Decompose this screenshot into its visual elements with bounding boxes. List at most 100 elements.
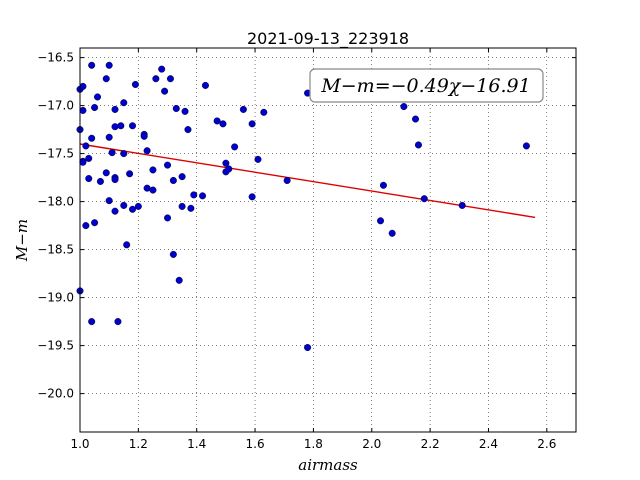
data-point: [126, 170, 134, 178]
y-tick-label: −18.5: [37, 243, 74, 257]
data-point: [105, 197, 113, 205]
data-point: [111, 105, 119, 113]
x-tick-label: 1.8: [304, 437, 323, 451]
data-point: [231, 143, 239, 151]
data-point: [164, 161, 172, 169]
x-tick-label: 2.2: [421, 437, 440, 451]
data-point: [458, 201, 466, 209]
data-point: [169, 176, 177, 184]
data-point: [131, 80, 139, 88]
y-tick-label: −19.0: [37, 291, 74, 305]
data-point: [96, 177, 104, 185]
x-tick-label: 1.4: [187, 437, 206, 451]
data-point: [102, 75, 110, 83]
data-point: [88, 318, 96, 326]
data-point: [111, 207, 119, 215]
data-point: [152, 75, 160, 83]
data-point: [222, 159, 230, 167]
data-point: [108, 149, 116, 157]
data-point: [120, 201, 128, 209]
axes: 1.0 1.2 1.4 1.6 1.8 2.0 2.2 2.4 2.6 −16.5 −17.0 −17…: [37, 47, 577, 451]
data-point: [140, 132, 148, 140]
data-point: [79, 158, 87, 166]
data-point: [164, 214, 172, 222]
data-point: [201, 81, 209, 89]
data-point: [260, 108, 268, 116]
data-point: [181, 107, 189, 115]
data-point: [85, 154, 93, 162]
data-point: [82, 142, 90, 150]
data-point: [225, 165, 233, 173]
data-point: [114, 318, 122, 326]
data-point: [414, 141, 422, 149]
x-tick-label: 1.6: [246, 437, 265, 451]
data-point: [239, 105, 247, 113]
data-point: [102, 169, 110, 177]
data-point: [420, 195, 428, 203]
y-tick-label: −20.0: [37, 387, 74, 401]
data-point: [91, 104, 99, 112]
data-point: [94, 93, 102, 101]
data-point: [400, 103, 408, 111]
data-point: [175, 276, 183, 284]
data-point: [158, 65, 166, 73]
y-tick-label: −16.5: [37, 51, 74, 65]
scatter-points: [76, 61, 530, 352]
x-axis-label: airmass: [298, 456, 358, 474]
x-tick-label: 1.2: [129, 437, 148, 451]
data-point: [199, 192, 207, 200]
data-point: [88, 61, 96, 69]
data-point: [187, 204, 195, 212]
data-point: [213, 117, 221, 125]
x-tick-label: 2.6: [537, 437, 556, 451]
data-point: [304, 344, 312, 352]
equation-annotation: M−m=−0.49χ−16.91: [309, 68, 544, 103]
y-tick-label: −17.0: [37, 99, 74, 113]
y-tick-label: −17.5: [37, 147, 74, 161]
data-point: [522, 142, 530, 150]
data-point: [79, 106, 87, 114]
data-point: [219, 120, 227, 128]
data-point: [91, 219, 99, 227]
data-point: [379, 181, 387, 189]
data-point: [184, 126, 192, 134]
data-point: [178, 202, 186, 210]
data-point: [149, 186, 157, 194]
data-point: [388, 229, 396, 237]
equation-text: M−m=−0.49χ−16.91: [320, 75, 530, 97]
y-tick-label: −18.0: [37, 195, 74, 209]
data-point: [248, 120, 256, 128]
data-point: [254, 155, 262, 163]
data-point: [169, 250, 177, 258]
y-axis-label: M−m: [13, 219, 31, 262]
data-point: [123, 241, 131, 249]
data-point: [105, 61, 113, 69]
y-tick-label: −19.5: [37, 339, 74, 353]
x-tick-label: 1.0: [70, 437, 89, 451]
data-point: [143, 184, 151, 192]
data-point: [82, 222, 90, 230]
data-point: [129, 122, 137, 130]
x-tick-label: 2.4: [479, 437, 498, 451]
data-point: [412, 115, 420, 123]
data-point: [143, 147, 151, 155]
data-point: [190, 191, 198, 199]
data-point: [172, 104, 180, 112]
data-point: [377, 217, 385, 225]
data-point: [283, 176, 291, 184]
data-point: [178, 173, 186, 181]
data-point: [129, 205, 137, 213]
chart-title: 2021-09-13_223918: [247, 29, 409, 49]
data-point: [134, 202, 142, 210]
data-point: [111, 176, 119, 184]
data-point: [120, 99, 128, 107]
plot-frame: [79, 47, 577, 433]
grid: [79, 48, 576, 432]
data-point: [79, 82, 87, 90]
data-point: [120, 150, 128, 158]
data-point: [111, 123, 119, 131]
data-point: [166, 75, 174, 83]
data-point: [161, 87, 169, 95]
x-tick-label: 2.0: [362, 437, 381, 451]
equation-box: [309, 68, 544, 103]
